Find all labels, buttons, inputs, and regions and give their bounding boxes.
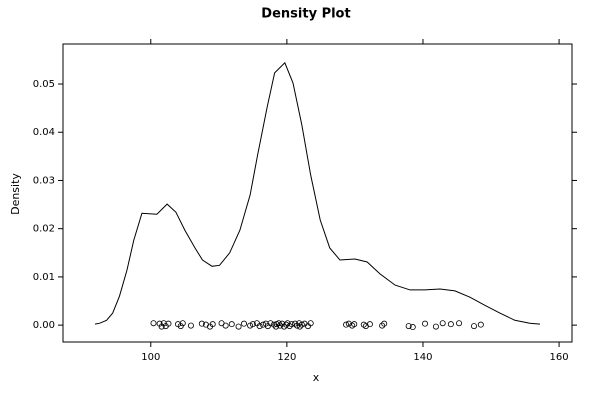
rug-point: [477, 321, 484, 328]
x-tick-label: 100: [141, 352, 160, 363]
rug-point: [249, 321, 256, 328]
rug-point: [235, 323, 242, 330]
rug-point: [343, 321, 350, 328]
rug-point: [381, 320, 388, 327]
rug-point: [277, 322, 284, 329]
rug-point: [165, 320, 172, 327]
rug-point: [307, 320, 314, 327]
x-axis-label: x: [313, 371, 320, 384]
rug-point: [292, 320, 299, 327]
rug-point: [447, 321, 454, 328]
y-tick-label: 0.02: [33, 224, 55, 235]
x-tick-label: 140: [413, 352, 432, 363]
rug-point: [456, 320, 463, 327]
rug-point: [158, 323, 165, 330]
y-tick-label: 0.04: [33, 127, 55, 138]
rug-point: [209, 321, 216, 328]
rug-point: [267, 320, 274, 327]
rug-point: [351, 321, 358, 328]
y-tick-label: 0.05: [33, 79, 55, 90]
rug-point: [366, 321, 373, 328]
y-tick-label: 0.01: [33, 272, 55, 283]
y-tick-label: 0.00: [33, 320, 55, 331]
rug-point: [379, 322, 386, 329]
rug-point: [298, 321, 305, 328]
x-tick-label: 120: [277, 352, 296, 363]
rug-point: [422, 320, 429, 327]
chart-title: Density Plot: [261, 7, 350, 22]
rug-point: [439, 320, 446, 327]
rug-point: [432, 323, 439, 330]
rug-point: [222, 322, 229, 329]
y-axis-label: Density: [9, 173, 22, 215]
x-tick-label: 160: [550, 352, 569, 363]
rug-point: [286, 323, 293, 330]
rug-point: [296, 323, 303, 330]
rug-point: [150, 320, 157, 327]
rug-point: [405, 323, 412, 330]
y-tick-label: 0.03: [33, 175, 55, 186]
rug-point: [228, 321, 235, 328]
rug-point: [187, 322, 194, 329]
plot-frame: [62, 43, 573, 343]
rug-point: [409, 324, 416, 331]
rug-point: [256, 323, 263, 330]
rug-point: [288, 321, 295, 328]
rug-point: [471, 323, 478, 330]
rug-point: [241, 320, 248, 327]
density-line: [94, 61, 541, 325]
rug-point: [179, 320, 186, 327]
rug-point: [198, 320, 205, 327]
